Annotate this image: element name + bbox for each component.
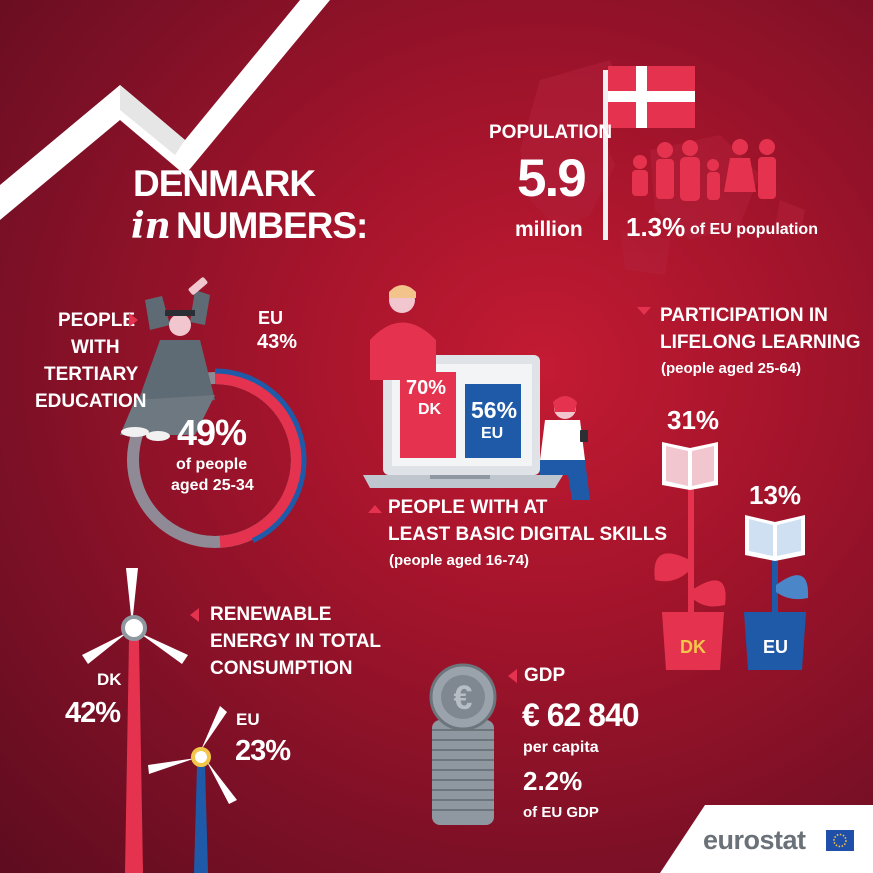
digital-eu-label: EU [481, 425, 504, 442]
title-in: in [131, 205, 171, 247]
renewable-label-line: CONSUMPTION [210, 658, 353, 679]
svg-text:€: € [454, 679, 473, 717]
tertiary-note-line: of people [176, 456, 248, 473]
digital-dk-bar [400, 372, 456, 458]
eu-ring-arc [123, 368, 307, 552]
tertiary-label-line: TERTIARY [44, 364, 139, 385]
ribbon-decoration [0, 0, 330, 220]
tertiary-pointer-icon [129, 313, 138, 327]
man-illustration [370, 285, 436, 380]
renewable-pointer-icon [190, 608, 199, 622]
people-icon [632, 139, 776, 201]
digital-pointer-icon [368, 505, 382, 513]
gdp-share: 2.2% [523, 766, 583, 796]
lifelong-eu-value: 13% [749, 480, 802, 510]
dk-wind-turbine-icon [82, 568, 188, 873]
digital-dk-value: 70% [406, 377, 447, 399]
lifelong-pointer-icon [637, 307, 651, 315]
lifelong-eu-label: EU [763, 637, 789, 657]
woman-illustration [540, 396, 590, 500]
eu-flag-icon [826, 830, 854, 851]
lifelong-label-line: PARTICIPATION IN [660, 305, 828, 326]
lifelong-label-line: LIFELONG LEARNING [660, 332, 861, 353]
tertiary-label-line: WITH [71, 337, 120, 358]
eurostat-logo: eurostat [703, 825, 806, 855]
eu-plant-illustration [744, 515, 809, 670]
population-share: 1.3% [626, 212, 686, 242]
digital-dk-label: DK [418, 401, 442, 418]
tertiary-eu-value: 43% [257, 331, 298, 353]
lifelong-dk-label: DK [680, 637, 706, 657]
renewable-label-line: RENEWABLE [210, 604, 332, 625]
population-label: POPULATION [489, 122, 613, 143]
ribbon-fold [120, 85, 185, 155]
tertiary-label-line: EDUCATION [35, 391, 147, 412]
digital-eu-bar [465, 384, 521, 458]
graduate-illustration [120, 277, 215, 441]
tertiary-note-line: aged 25-34 [171, 477, 254, 494]
euro-coin-stack-icon: € [429, 663, 497, 825]
renewable-eu-label: EU [236, 710, 260, 729]
renewable-eu-value: 23% [235, 735, 291, 767]
population-share-label: of EU population [690, 221, 818, 238]
denmark-flag-icon [603, 66, 695, 240]
dk-ring-arc [127, 372, 303, 548]
gdp-per-capita: per capita [523, 739, 599, 756]
digital-label-line: PEOPLE WITH AT [388, 497, 548, 518]
gdp-value: € 62 840 [522, 697, 640, 733]
population-unit: million [515, 218, 583, 241]
gdp-pointer-icon [508, 669, 517, 683]
dk-plant-illustration [654, 442, 726, 670]
renewable-dk-label: DK [97, 670, 122, 689]
tertiary-dk-value: 49% [177, 412, 247, 453]
lifelong-note: (people aged 25-64) [661, 360, 802, 377]
eu-wind-turbine-icon [148, 706, 237, 873]
title-line2: NUMBERS: [176, 205, 368, 246]
tertiary-eu-label: EU [258, 308, 284, 328]
digital-label-line: LEAST BASIC DIGITAL SKILLS [388, 524, 668, 545]
gdp-share-label: of EU GDP [523, 804, 599, 821]
gdp-label: GDP [524, 665, 566, 686]
brand-corner [660, 805, 873, 873]
tertiary-label-line: PEOPLE [58, 310, 136, 331]
digital-eu-value: 56% [471, 397, 518, 423]
lifelong-dk-value: 31% [667, 405, 720, 435]
population-value: 5.9 [517, 149, 587, 208]
renewable-dk-value: 42% [65, 697, 121, 729]
renewable-label-line: ENERGY IN TOTAL [210, 631, 382, 652]
digital-note: (people aged 16-74) [389, 552, 530, 569]
title-line1: DENMARK [133, 163, 316, 204]
